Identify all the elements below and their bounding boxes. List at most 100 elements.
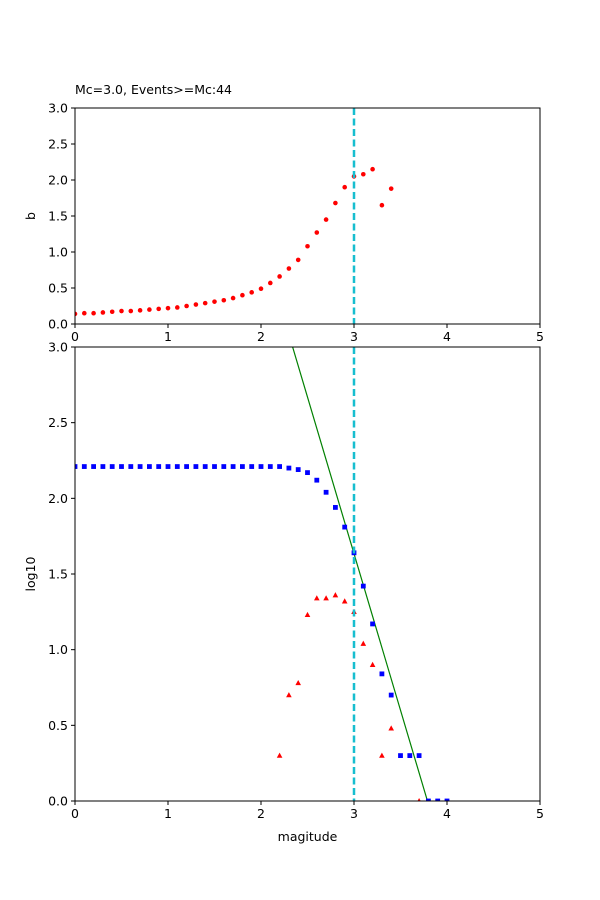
bottom-series-1-point (360, 640, 367, 646)
bottom-y-tick-label: 3.0 (48, 340, 68, 355)
bottom-series-0-point (314, 477, 320, 483)
bottom-series-1-point (295, 679, 301, 686)
bottom-series-0-point (258, 464, 264, 469)
top-series-0-point (156, 306, 161, 312)
bottom-series-0-point (147, 464, 152, 469)
top-series-0-point (165, 305, 171, 311)
log10-panel: magitude log10 0 1 2 3 4 5 0.0 0.5 1.0 1.5 2.0 2.5 3… (23, 340, 544, 845)
top-series-0-point (91, 310, 96, 316)
top-x-tick-label: 3 (350, 329, 358, 344)
bottom-series-0-point (91, 464, 96, 469)
top-x-tick-label: 1 (164, 329, 172, 344)
top-series-0-point (184, 303, 189, 309)
top-y-tick-label: 0.5 (48, 281, 68, 296)
top-series-0-point (221, 297, 227, 303)
top-series-0-point (249, 290, 254, 295)
top-chart-title: Mc=3.0, Events>=Mc:44 (75, 82, 232, 97)
bottom-series-0-point (109, 464, 115, 469)
top-series-0-point (258, 286, 264, 292)
top-series-0-point (268, 280, 273, 286)
bottom-series-0-point (128, 464, 134, 469)
bottom-series-0-point (295, 467, 301, 472)
bottom-series-1-point (369, 661, 376, 667)
bottom-y-tick-label: 0.0 (48, 794, 68, 809)
bottom-x-tick-label: 5 (536, 806, 544, 821)
bottom-series-0-point (81, 464, 87, 469)
bottom-series-0-point (360, 583, 366, 589)
bottom-series-0-point (426, 798, 431, 801)
top-series-0-point (75, 311, 78, 317)
bottom-series-0-point (202, 464, 208, 469)
top-series-0-point (323, 217, 329, 222)
top-y-tick-label: 3.0 (48, 101, 68, 116)
bottom-series-0-point (435, 798, 441, 801)
top-series-0-point (370, 166, 375, 172)
bottom-series-0-point (342, 524, 348, 530)
bottom-series-0-point (277, 464, 282, 469)
top-y-tick-label: 1.0 (48, 245, 68, 260)
bottom-series-0-point (416, 753, 422, 758)
bottom-axis-ticks: 0 1 2 3 4 5 0.0 0.5 1.0 1.5 2.0 2.5 3.0 (48, 340, 544, 822)
top-x-tick-label: 2 (257, 329, 265, 344)
bottom-x-tick-label: 4 (443, 806, 451, 821)
top-series-0-point (277, 274, 282, 279)
bottom-series-marks (75, 347, 450, 801)
bottom-y-tick-label: 2.0 (48, 491, 68, 506)
top-y-tick-label: 2.5 (48, 137, 68, 152)
bottom-series-0-point (407, 753, 413, 758)
bottom-series-0-point (240, 464, 245, 469)
bottom-series-0-point (165, 464, 171, 469)
bottom-plot-frame (74, 346, 541, 802)
bottom-series-1-point (286, 692, 292, 698)
bottom-series-0-point (388, 692, 394, 698)
top-y-axis-label: b (23, 212, 38, 220)
bottom-series-0-point (249, 464, 255, 469)
bottom-series-1-point (323, 595, 329, 601)
bottom-series-0-point (212, 464, 217, 469)
bottom-series-0-point (333, 505, 338, 510)
top-y-tick-label: 2.0 (48, 173, 68, 188)
bottom-series-0-point (75, 464, 78, 469)
top-series-0-point (379, 202, 385, 208)
bottom-x-axis-label: magitude (278, 829, 338, 844)
bottom-series-0-point (193, 464, 199, 469)
top-axis-ticks: 0 1 2 3 4 5 0.0 0.5 1.0 1.5 2.0 2.5 3.0 (48, 101, 544, 345)
top-series-0-point (230, 295, 236, 301)
top-series-0-point (202, 300, 208, 306)
b-value-panel: Mc=3.0, Events>=Mc:44 b 0 1 2 3 4 5 0.0 0.5 1.0 1… (23, 82, 544, 344)
top-series-marks (75, 108, 394, 324)
bottom-series-0-point (305, 470, 310, 476)
bottom-x-tick-label: 0 (71, 806, 79, 821)
bottom-y-tick-label: 1.5 (48, 567, 68, 582)
bottom-series-0-point (221, 464, 227, 469)
top-series-0-point (333, 200, 338, 206)
bottom-y-tick-label: 1.0 (48, 642, 68, 657)
top-series-0-point (193, 302, 199, 307)
bottom-series-1-point (417, 798, 421, 801)
bottom-series-0-point (156, 464, 162, 469)
bottom-series-1-point (332, 592, 339, 598)
top-series-0-point (388, 186, 394, 191)
bottom-series-0-point (370, 621, 375, 627)
bottom-series-1-point (388, 725, 394, 731)
top-series-0-point (175, 305, 180, 310)
top-x-tick-label: 5 (536, 329, 544, 344)
bottom-y-axis-label: log10 (23, 556, 38, 591)
top-series-0-point (147, 307, 152, 312)
top-series-0-point (82, 310, 87, 316)
top-plot-frame (74, 107, 541, 325)
bottom-series-0-point (398, 753, 403, 758)
bottom-y-tick-label: 0.5 (48, 718, 68, 733)
bottom-series-1-point (314, 595, 320, 601)
top-series-0-point (100, 310, 106, 315)
bottom-y-tick-label: 2.5 (48, 415, 68, 430)
bottom-series-1-point (341, 598, 348, 604)
top-y-tick-label: 1.5 (48, 209, 68, 224)
bottom-series-0-point (444, 798, 450, 801)
bottom-series-0-point (267, 464, 273, 469)
top-x-tick-label: 4 (443, 329, 451, 344)
top-series-0-point (361, 171, 366, 177)
bottom-series-0-point (174, 464, 180, 469)
top-series-0-point (212, 299, 217, 304)
